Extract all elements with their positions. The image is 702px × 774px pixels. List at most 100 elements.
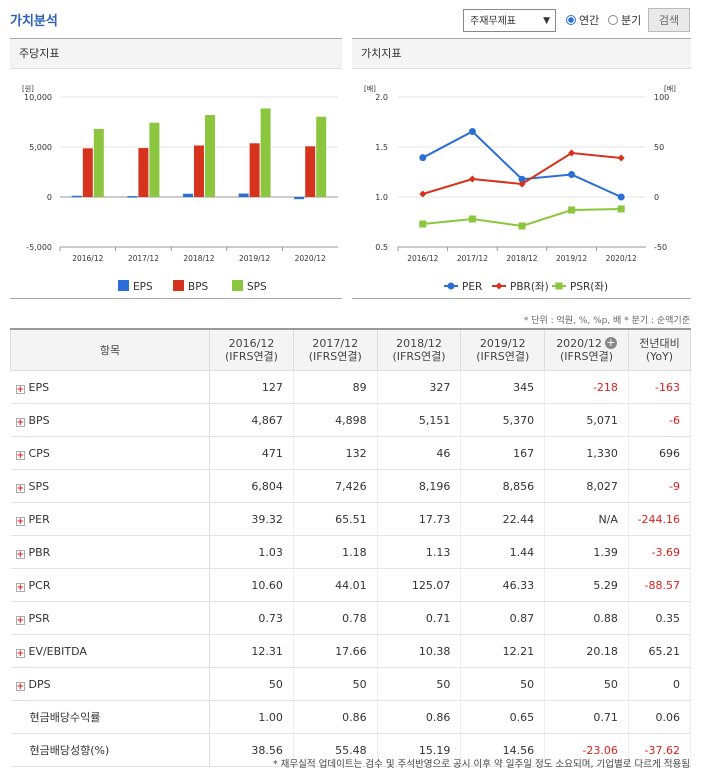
point-marker: [568, 171, 576, 179]
table-cell: 0.71: [377, 601, 462, 635]
table-cell: 471: [209, 436, 294, 470]
legend-marker: [555, 282, 563, 290]
select-value: 주재무제표: [470, 16, 516, 27]
expand-icon[interactable]: +: [15, 450, 25, 461]
legend-marker: [495, 282, 503, 290]
radio-quarter[interactable]: 분기: [608, 12, 641, 28]
bar-bps: [82, 148, 93, 197]
point-marker: [617, 154, 625, 162]
table-row: 현금배당수익률 1.00 0.86 0.86 0.65 0.71 0.06: [10, 700, 692, 734]
row-label-cell[interactable]: + SPS: [10, 469, 211, 503]
row-label-cell[interactable]: + EPS: [10, 370, 211, 404]
table-cell: 12.21: [460, 634, 546, 668]
table-cell: 327: [377, 370, 462, 404]
table-cell: 38.56: [209, 733, 294, 767]
point-marker: [518, 175, 526, 183]
bar-sps: [205, 115, 215, 197]
legend-swatch: [118, 280, 129, 291]
row-label: PCR: [28, 578, 51, 592]
search-button[interactable]: 검색: [648, 8, 690, 32]
expand-icon[interactable]: +: [15, 384, 25, 395]
header-sublabel: (IFRS연결): [392, 350, 446, 363]
table-cell: -88.57: [628, 568, 692, 602]
table-cell: 6,804: [209, 469, 294, 503]
expand-icon[interactable]: +: [15, 681, 25, 692]
bar-bps: [138, 148, 149, 197]
table-cell: 17.66: [293, 634, 378, 668]
point-marker: [518, 180, 526, 188]
y-axis-unit-right: [배]: [664, 84, 676, 93]
y-tick-label-left: 2.0: [375, 93, 388, 102]
table-cell: 10.60: [209, 568, 294, 602]
unit-note: * 단위 : 억원, %, %p, 배 * 분기 : 순액기준: [523, 316, 690, 326]
table-cell: 696: [628, 436, 692, 470]
row-label-cell[interactable]: + DPS: [10, 667, 211, 701]
y-tick-label-right: 0: [654, 193, 659, 202]
table-cell: 127: [209, 370, 294, 404]
statement-type-select[interactable]: 주재무제표 ▼: [463, 9, 556, 32]
table-cell: 0.87: [460, 601, 546, 635]
bar-eps: [294, 197, 305, 200]
table-cell: 8,856: [460, 469, 546, 503]
expand-icon[interactable]: +: [15, 648, 25, 659]
row-label-cell[interactable]: + PCR: [10, 568, 211, 602]
table-cell: 15.19: [377, 733, 462, 767]
header-label: 2020/12: [556, 337, 602, 350]
expand-icon[interactable]: +: [15, 549, 25, 560]
header-period: 2018/12 (IFRS연결): [376, 328, 462, 371]
row-label: EV/EBITDA: [28, 644, 87, 658]
expand-icon[interactable]: +: [15, 483, 25, 494]
valuation-chart-heading: 가치지표: [352, 39, 691, 69]
table-cell: 14.56: [460, 733, 546, 767]
point-marker: [419, 154, 427, 162]
header-item: 항목: [9, 328, 211, 371]
row-label-cell[interactable]: + CPS: [10, 436, 211, 470]
x-tick-label: 2019/12: [556, 254, 587, 263]
header-sublabel: (IFRS연결): [308, 350, 362, 363]
y-tick-label: 5,000: [29, 143, 52, 152]
table-cell: 22.44: [460, 502, 546, 536]
expand-icon[interactable]: +: [15, 615, 25, 626]
row-label-cell[interactable]: + EV/EBITDA: [10, 634, 211, 668]
header-label: 2016/12: [228, 337, 275, 350]
table-cell: 8,027: [544, 469, 629, 503]
expand-icon[interactable]: +: [15, 516, 25, 527]
row-label-cell[interactable]: + PSR: [10, 601, 211, 635]
header-period: 2016/12 (IFRS연결): [209, 328, 294, 371]
point-marker: [568, 149, 576, 157]
x-tick-label: 2016/12: [72, 254, 103, 263]
table-cell: 50: [293, 667, 378, 701]
header-label: 2017/12: [312, 337, 359, 350]
table-cell: -218: [544, 370, 629, 404]
radio-annual[interactable]: 연간: [566, 12, 599, 28]
table-cell: 55.48: [293, 733, 378, 767]
chevron-down-icon: ▼: [543, 16, 550, 26]
table-cell: -163: [628, 370, 692, 404]
table-cell: 44.01: [293, 568, 378, 602]
legend-label: SPS: [247, 281, 267, 293]
row-label-cell[interactable]: + BPS: [10, 403, 211, 437]
row-label: 현금배당성향(%): [29, 744, 110, 757]
y-tick-label-right: 50: [654, 143, 664, 152]
table-cell: 0.86: [293, 700, 378, 734]
bar-eps: [127, 196, 138, 198]
header-label: 전년대비: [639, 337, 680, 350]
table-cell: 46.33: [460, 568, 546, 602]
table-cell: 1.00: [209, 700, 294, 734]
x-tick-label: 2017/12: [457, 254, 488, 263]
table-cell: N/A: [544, 502, 629, 536]
point-marker: [419, 220, 427, 228]
expand-icon[interactable]: +: [15, 417, 25, 428]
legend-marker: [447, 282, 455, 290]
add-period-icon[interactable]: +: [604, 336, 617, 349]
header-sublabel: (YoY): [645, 350, 674, 363]
table-row: + PSR 0.73 0.78 0.71 0.87 0.88 0.35: [10, 601, 692, 635]
row-label-cell[interactable]: + PER: [10, 502, 211, 536]
table-cell: 0.88: [544, 601, 629, 635]
point-marker: [617, 205, 625, 213]
row-label-cell[interactable]: + PBR: [10, 535, 211, 569]
point-marker: [468, 215, 476, 223]
table-cell: 39.32: [209, 502, 294, 536]
expand-icon[interactable]: +: [15, 582, 25, 593]
